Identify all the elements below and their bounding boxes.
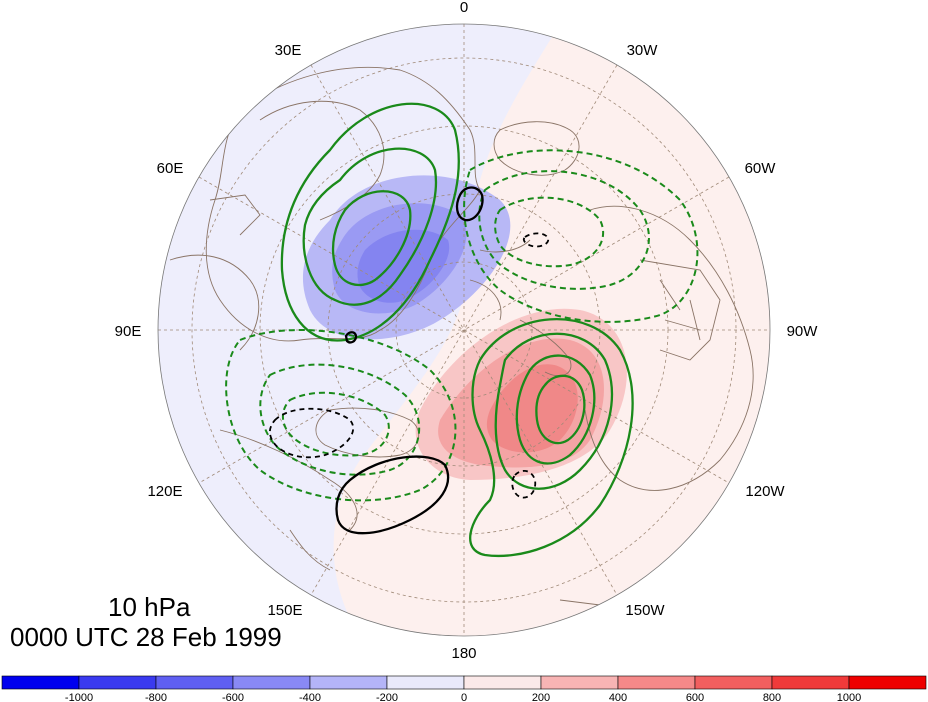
colorbar-label: -1000 <box>65 692 93 702</box>
lon-label-120w: 120W <box>745 483 785 500</box>
colorbar-swatch <box>1 675 80 690</box>
colorbar-swatch <box>848 675 927 690</box>
lon-label-90w: 90W <box>787 323 819 340</box>
shading-layer <box>158 24 770 636</box>
colorbar-swatch <box>694 675 773 690</box>
colorbar-label: -600 <box>222 692 244 702</box>
black-dashed-contours <box>268 232 550 499</box>
colorbar-swatch <box>771 675 850 690</box>
graticule <box>158 24 770 636</box>
colorbar-swatch <box>540 675 619 690</box>
longitude-labels: 0 30E 30W 60E 60W 90E 90W 120E 120W 150E… <box>115 0 819 662</box>
black-contours <box>335 186 484 535</box>
lon-label-150e: 150E <box>267 602 302 619</box>
map-boundary <box>157 23 771 637</box>
colorbar-swatch <box>155 675 234 690</box>
colorbar-label: 200 <box>532 692 550 702</box>
colorbar-label: 0 <box>461 692 467 702</box>
lon-label-30w: 30W <box>627 42 659 59</box>
positive-anomaly-shading <box>415 308 627 480</box>
colorbar: -1000 -800 -600 -400 -200 0 200 400 600 800 1000 <box>1 675 927 702</box>
colorbar-label: 600 <box>686 692 704 702</box>
colorbar-swatch <box>463 675 542 690</box>
timestamp-caption: 0000 UTC 28 Feb 1999 <box>10 622 282 652</box>
colorbar-label: -400 <box>299 692 321 702</box>
lon-label-0: 0 <box>460 0 468 16</box>
colorbar-swatch <box>232 675 311 690</box>
colorbar-swatch <box>78 675 157 690</box>
negative-geopotential-contours <box>225 149 699 502</box>
lon-label-150w: 150W <box>625 602 665 619</box>
lon-label-60w: 60W <box>745 160 777 177</box>
pressure-level-caption: 10 hPa <box>108 592 191 622</box>
colorbar-label: -800 <box>145 692 167 702</box>
lon-label-120e: 120E <box>147 483 182 500</box>
colorbar-swatch <box>309 675 388 690</box>
colorbar-swatch <box>617 675 696 690</box>
colorbar-label: 800 <box>763 692 781 702</box>
colorbar-label: 1000 <box>837 692 861 702</box>
colorbar-label: 400 <box>609 692 627 702</box>
colorbar-label: -200 <box>376 692 398 702</box>
lon-label-90e: 90E <box>115 323 142 340</box>
lon-label-180: 180 <box>451 645 476 662</box>
geopotential-contours <box>280 102 634 557</box>
colorbar-swatch <box>386 675 465 690</box>
lon-label-60e: 60E <box>157 160 184 177</box>
lon-label-30e: 30E <box>275 42 302 59</box>
